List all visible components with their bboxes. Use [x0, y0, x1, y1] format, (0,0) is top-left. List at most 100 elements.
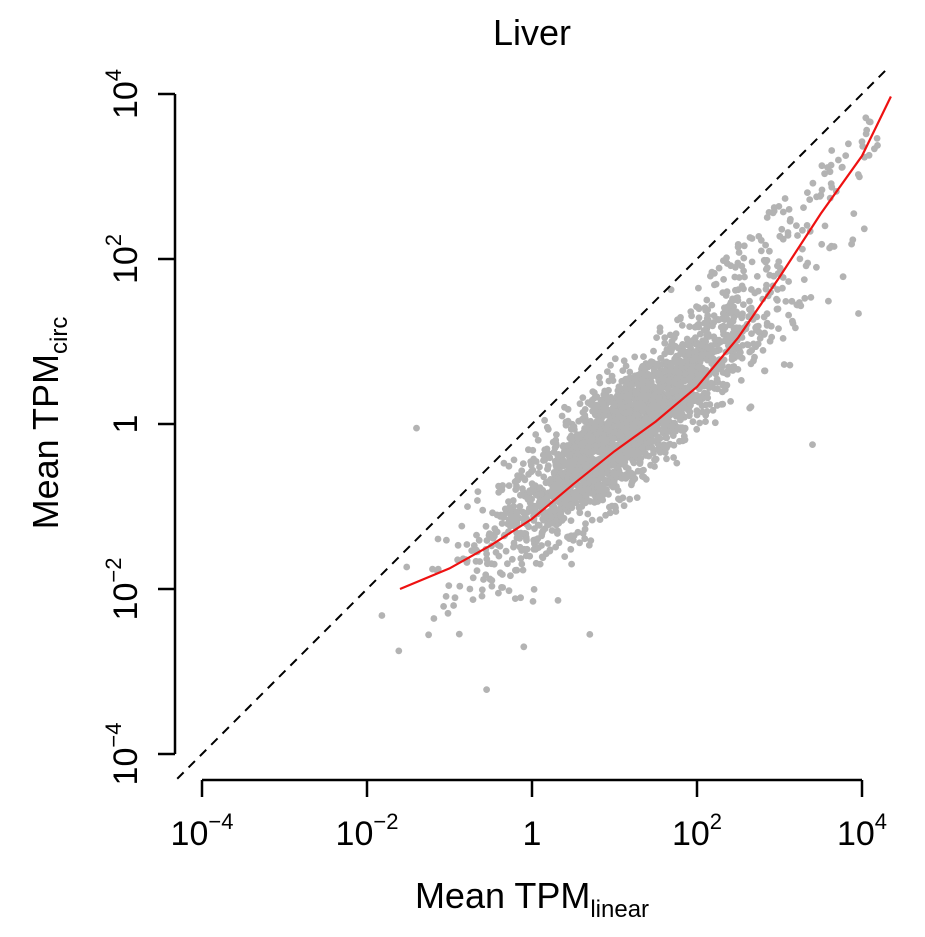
- scatter-point: [691, 348, 698, 356]
- scatter-point: [647, 461, 654, 469]
- scatter-point: [525, 470, 532, 478]
- scatter-point: [510, 456, 518, 464]
- scatter-point: [611, 355, 619, 363]
- scatter-point: [605, 377, 613, 385]
- scatter-point: [536, 484, 544, 491]
- scatter-point: [619, 403, 626, 411]
- scatter-point: [596, 429, 603, 436]
- y-tick-exponent: −4: [101, 723, 126, 748]
- scatter-point: [706, 401, 714, 408]
- scatter-point: [845, 140, 852, 148]
- y-tick-base: 10: [107, 81, 145, 119]
- scatter-point: [491, 525, 499, 533]
- scatter-point: [774, 262, 781, 270]
- x-tick-base: 10: [171, 815, 209, 853]
- scatter-point: [678, 411, 685, 419]
- scatter-point: [693, 425, 701, 433]
- chart-title: Liver: [493, 12, 571, 53]
- scatter-point: [741, 273, 748, 281]
- scatter-point: [608, 372, 616, 380]
- scatter-point: [507, 522, 514, 530]
- scatter-point: [753, 323, 760, 330]
- scatter-point-outlier: [483, 686, 490, 693]
- scatter-point: [653, 334, 660, 341]
- scatter-point: [533, 491, 540, 499]
- scatter-point: [762, 285, 770, 293]
- scatter-point: [689, 418, 697, 426]
- scatter-point: [663, 455, 670, 463]
- scatter-point: [618, 423, 625, 430]
- scatter-point: [486, 530, 493, 537]
- scatter-point: [579, 394, 587, 401]
- scatter-point: [650, 437, 657, 445]
- scatter-point: [740, 301, 747, 308]
- scatter-point: [761, 367, 769, 375]
- scatter-point: [763, 214, 771, 221]
- scatter-point: [576, 400, 584, 408]
- scatter-point: [693, 407, 701, 415]
- scatter-point: [605, 386, 612, 394]
- scatter-point: [718, 401, 725, 408]
- scatter-point: [544, 540, 552, 547]
- scatter-point: [611, 407, 619, 415]
- scatter-point: [679, 387, 687, 395]
- scatter-point: [756, 335, 764, 342]
- scatter-point: [615, 431, 623, 439]
- scatter-point: [603, 395, 611, 403]
- scatter-point: [532, 431, 540, 438]
- scatter-point: [519, 566, 527, 574]
- scatter-point: [656, 324, 664, 332]
- scatter-point: [763, 319, 771, 327]
- scatter-point: [544, 465, 551, 473]
- scatter-point: [516, 503, 524, 510]
- scatter-point: [629, 425, 637, 433]
- scatter-point: [661, 339, 669, 347]
- scatter-point: [582, 461, 590, 469]
- scatter-point: [711, 348, 719, 355]
- scatter-point: [505, 462, 513, 470]
- scatter-point: [575, 493, 583, 501]
- y-tick-exponent: −2: [101, 558, 126, 583]
- scatter-point: [570, 532, 578, 539]
- scatter-point: [728, 318, 736, 326]
- scatter-point: [550, 448, 558, 456]
- y-tick-base: 10: [107, 583, 145, 621]
- scatter-point: [661, 334, 669, 341]
- scatter-point: [688, 312, 695, 320]
- scatter-point: [827, 161, 835, 169]
- scatter-point: [704, 351, 712, 359]
- scatter-point: [455, 630, 463, 638]
- scatter-point: [774, 286, 781, 293]
- scatter-point: [782, 298, 790, 305]
- scatter-point: [657, 355, 665, 362]
- scatter-point: [581, 525, 589, 533]
- scatter-point: [605, 427, 613, 435]
- scatter-point: [464, 503, 471, 510]
- scatter-point: [594, 481, 602, 489]
- scatter-point: [513, 508, 521, 516]
- scatter-point: [714, 385, 721, 393]
- scatter-point: [440, 603, 447, 610]
- scatter-point: [695, 323, 703, 331]
- scatter-point: [641, 366, 649, 373]
- scatter-point: [748, 235, 756, 242]
- scatter-point: [711, 419, 719, 427]
- scatter-point: [663, 444, 670, 452]
- scatter-point: [558, 412, 566, 420]
- scatter-point: [507, 512, 515, 520]
- scatter-point: [505, 498, 512, 505]
- scatter-point: [378, 612, 386, 619]
- scatter-point: [591, 408, 598, 415]
- scatter-point: [694, 371, 702, 379]
- scatter-point: [538, 530, 546, 538]
- scatter-point: [646, 430, 654, 438]
- scatter-point: [625, 391, 633, 399]
- scatter-point: [671, 386, 679, 394]
- y-tick-label: 104: [101, 69, 145, 119]
- scatter-point: [696, 330, 704, 338]
- scatter-point: [809, 179, 817, 187]
- scatter-point: [751, 289, 759, 297]
- scatter-point: [703, 343, 711, 351]
- scatter-point: [687, 373, 694, 381]
